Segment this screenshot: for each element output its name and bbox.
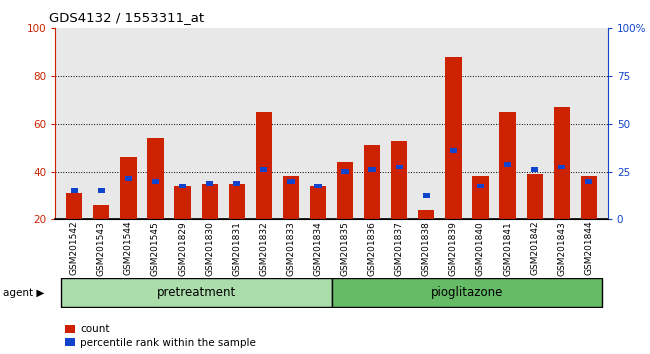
Bar: [315, 184, 322, 188]
Bar: [526, 174, 543, 219]
Bar: [60, 279, 332, 307]
Bar: [499, 112, 515, 219]
Bar: [66, 193, 83, 219]
Bar: [179, 184, 186, 188]
Text: pioglitazone: pioglitazone: [431, 286, 503, 299]
Bar: [396, 165, 403, 169]
Bar: [364, 145, 380, 219]
Bar: [148, 138, 164, 219]
Bar: [585, 179, 592, 184]
Bar: [206, 181, 213, 186]
Bar: [152, 179, 159, 184]
Bar: [287, 179, 294, 184]
Bar: [120, 157, 136, 219]
Bar: [580, 176, 597, 219]
Bar: [233, 181, 240, 186]
Bar: [341, 169, 348, 174]
Bar: [477, 184, 484, 188]
Text: agent ▶: agent ▶: [3, 288, 45, 298]
Bar: [554, 107, 570, 219]
Bar: [558, 165, 566, 169]
Bar: [445, 57, 462, 219]
Bar: [93, 205, 109, 219]
Text: GDS4132 / 1553311_at: GDS4132 / 1553311_at: [49, 11, 204, 24]
Bar: [125, 176, 132, 181]
Bar: [369, 167, 376, 172]
Bar: [450, 148, 457, 153]
Bar: [260, 167, 267, 172]
Bar: [283, 176, 299, 219]
Bar: [504, 162, 511, 167]
Bar: [71, 188, 78, 193]
Bar: [473, 176, 489, 219]
Legend: count, percentile rank within the sample: count, percentile rank within the sample: [60, 320, 260, 352]
Bar: [255, 112, 272, 219]
Bar: [422, 193, 430, 198]
Bar: [98, 188, 105, 193]
Bar: [310, 186, 326, 219]
Bar: [531, 167, 538, 172]
Bar: [391, 141, 408, 219]
Bar: [418, 210, 434, 219]
Bar: [174, 186, 190, 219]
Text: pretreatment: pretreatment: [157, 286, 236, 299]
Bar: [332, 279, 603, 307]
Bar: [337, 162, 353, 219]
Bar: [229, 184, 245, 219]
Bar: [202, 184, 218, 219]
